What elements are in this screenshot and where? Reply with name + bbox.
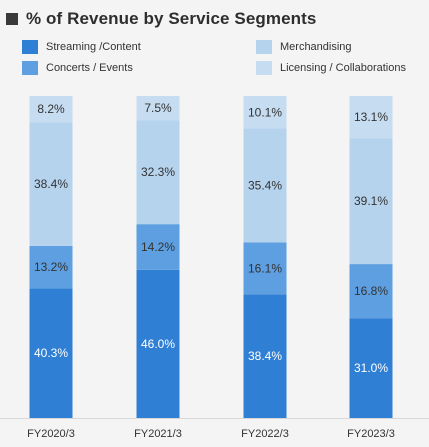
legend-swatch-merchandising xyxy=(256,40,272,54)
bar-segment-merchandising-4 xyxy=(349,138,393,265)
bar-segment-streaming-1 xyxy=(29,288,73,418)
bar-segment-merchandising-1 xyxy=(29,122,73,246)
bar-segment-streaming-4 xyxy=(349,318,393,418)
x-tick-label-1: FY2020/3 xyxy=(27,428,75,440)
legend-swatch-streaming xyxy=(22,40,38,54)
bar-segment-streaming-3 xyxy=(243,294,287,418)
legend-label-merchandising: Merchandising xyxy=(280,41,352,53)
data-label-streaming-4: 31.0% xyxy=(354,361,388,375)
x-tick-label-4: FY2023/3 xyxy=(347,428,395,440)
bar-segment-streaming-2 xyxy=(136,269,180,418)
legend-label-streaming: Streaming /Content xyxy=(46,41,141,53)
bar-segment-concerts-3 xyxy=(243,242,287,295)
title-square-icon xyxy=(6,13,18,25)
legend-item-merchandising: Merchandising xyxy=(256,40,352,54)
bar-segment-licensing-4 xyxy=(349,96,393,139)
data-label-merchandising-4: 39.1% xyxy=(354,194,388,208)
legend-item-licensing: Licensing / Collaborations xyxy=(256,61,406,75)
data-label-licensing-4: 13.1% xyxy=(354,110,388,124)
chart-title: % of Revenue by Service Segments xyxy=(26,9,317,28)
legend-swatch-concerts xyxy=(22,61,38,75)
data-label-concerts-1: 13.2% xyxy=(34,260,68,274)
data-label-concerts-2: 14.2% xyxy=(141,240,175,254)
bar-segment-merchandising-3 xyxy=(243,128,287,243)
data-label-licensing-3: 10.1% xyxy=(248,105,282,119)
data-label-merchandising-3: 35.4% xyxy=(248,179,282,193)
legend-label-licensing: Licensing / Collaborations xyxy=(280,62,406,74)
legend-swatch-licensing xyxy=(256,61,272,75)
data-label-merchandising-2: 32.3% xyxy=(141,165,175,179)
legend-item-streaming: Streaming /Content xyxy=(22,40,141,54)
bar-segment-merchandising-2 xyxy=(136,120,180,225)
chart-title-row: % of Revenue by Service Segments xyxy=(6,8,316,30)
bar-segment-licensing-1 xyxy=(29,96,73,123)
data-label-concerts-3: 16.1% xyxy=(248,261,282,275)
legend-label-concerts: Concerts / Events xyxy=(46,62,133,74)
x-tick-label-3: FY2022/3 xyxy=(241,428,289,440)
data-label-streaming-2: 46.0% xyxy=(141,337,175,351)
data-label-streaming-3: 38.4% xyxy=(248,349,282,363)
bar-segment-licensing-3 xyxy=(243,96,287,129)
bar-segment-licensing-2 xyxy=(136,96,180,121)
data-label-merchandising-1: 38.4% xyxy=(34,177,68,191)
data-label-licensing-2: 7.5% xyxy=(144,101,172,115)
data-label-streaming-1: 40.3% xyxy=(34,346,68,360)
bar-segment-concerts-2 xyxy=(136,224,180,270)
legend-item-concerts: Concerts / Events xyxy=(22,61,133,75)
data-label-concerts-4: 16.8% xyxy=(354,284,388,298)
data-label-licensing-1: 8.2% xyxy=(37,102,65,116)
bar-segment-concerts-1 xyxy=(29,245,73,289)
x-tick-label-2: FY2021/3 xyxy=(134,428,182,440)
bar-segment-concerts-4 xyxy=(349,264,393,319)
